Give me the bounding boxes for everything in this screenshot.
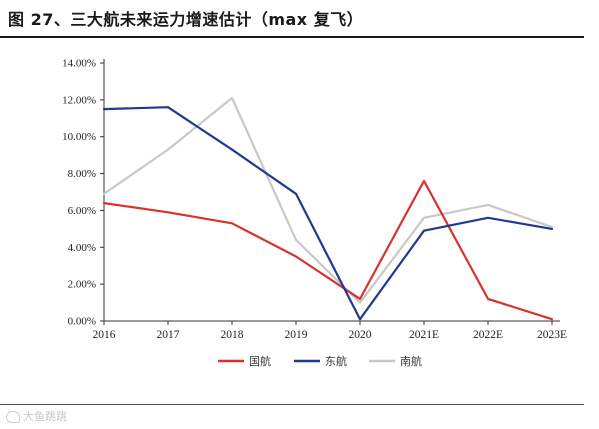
series-line-南航 [102,96,554,304]
y-tick-label: 14.00% [62,58,96,70]
chart-series [102,96,554,321]
y-tick-label: 0.00% [68,316,96,328]
watermark-text: 大鱼跳跳 [23,410,67,423]
y-axis: 0.00% 2.00% 4.00% 6.00% 8.00% 10.00% 12.00% 14.… [62,58,105,328]
watermark-logo-icon [6,411,20,423]
line-chart: 0.00% 2.00% 4.00% 6.00% 8.00% 10.00% 12.00% 14.… [62,58,567,369]
legend-label: 东航 [325,354,347,368]
x-tick-label: 2022E [473,329,503,341]
top-rule [0,36,584,38]
x-tick-label: 2023E [537,329,567,341]
legend-label: 国航 [249,354,271,368]
y-tick-label: 6.00% [68,205,96,217]
x-tick-label: 2016 [93,329,116,341]
legend-label: 南航 [400,354,422,368]
series-line-东航 [102,106,554,321]
chart-legend: 国航 东航 南航 [218,354,422,368]
x-tick-label: 2021E [409,329,439,341]
y-tick-label: 10.00% [62,131,96,143]
x-tick-label: 2020 [349,329,372,341]
x-tick-label: 2019 [285,329,308,341]
x-axis: 2016 2017 2018 2019 2020 2021E 2022E 2023E [93,320,567,341]
watermark: 大鱼跳跳 [6,408,67,424]
y-tick-label: 12.00% [62,94,96,106]
y-tick-label: 4.00% [68,242,96,254]
series-line-国航 [102,179,554,321]
x-tick-label: 2017 [157,329,180,341]
x-tick-label: 2018 [221,329,244,341]
figure-title: 图 27、三大航未来运力增速估计（max 复飞） [8,10,364,29]
y-tick-label: 8.00% [68,168,96,180]
bottom-rule [0,404,584,405]
y-tick-label: 2.00% [68,279,96,291]
